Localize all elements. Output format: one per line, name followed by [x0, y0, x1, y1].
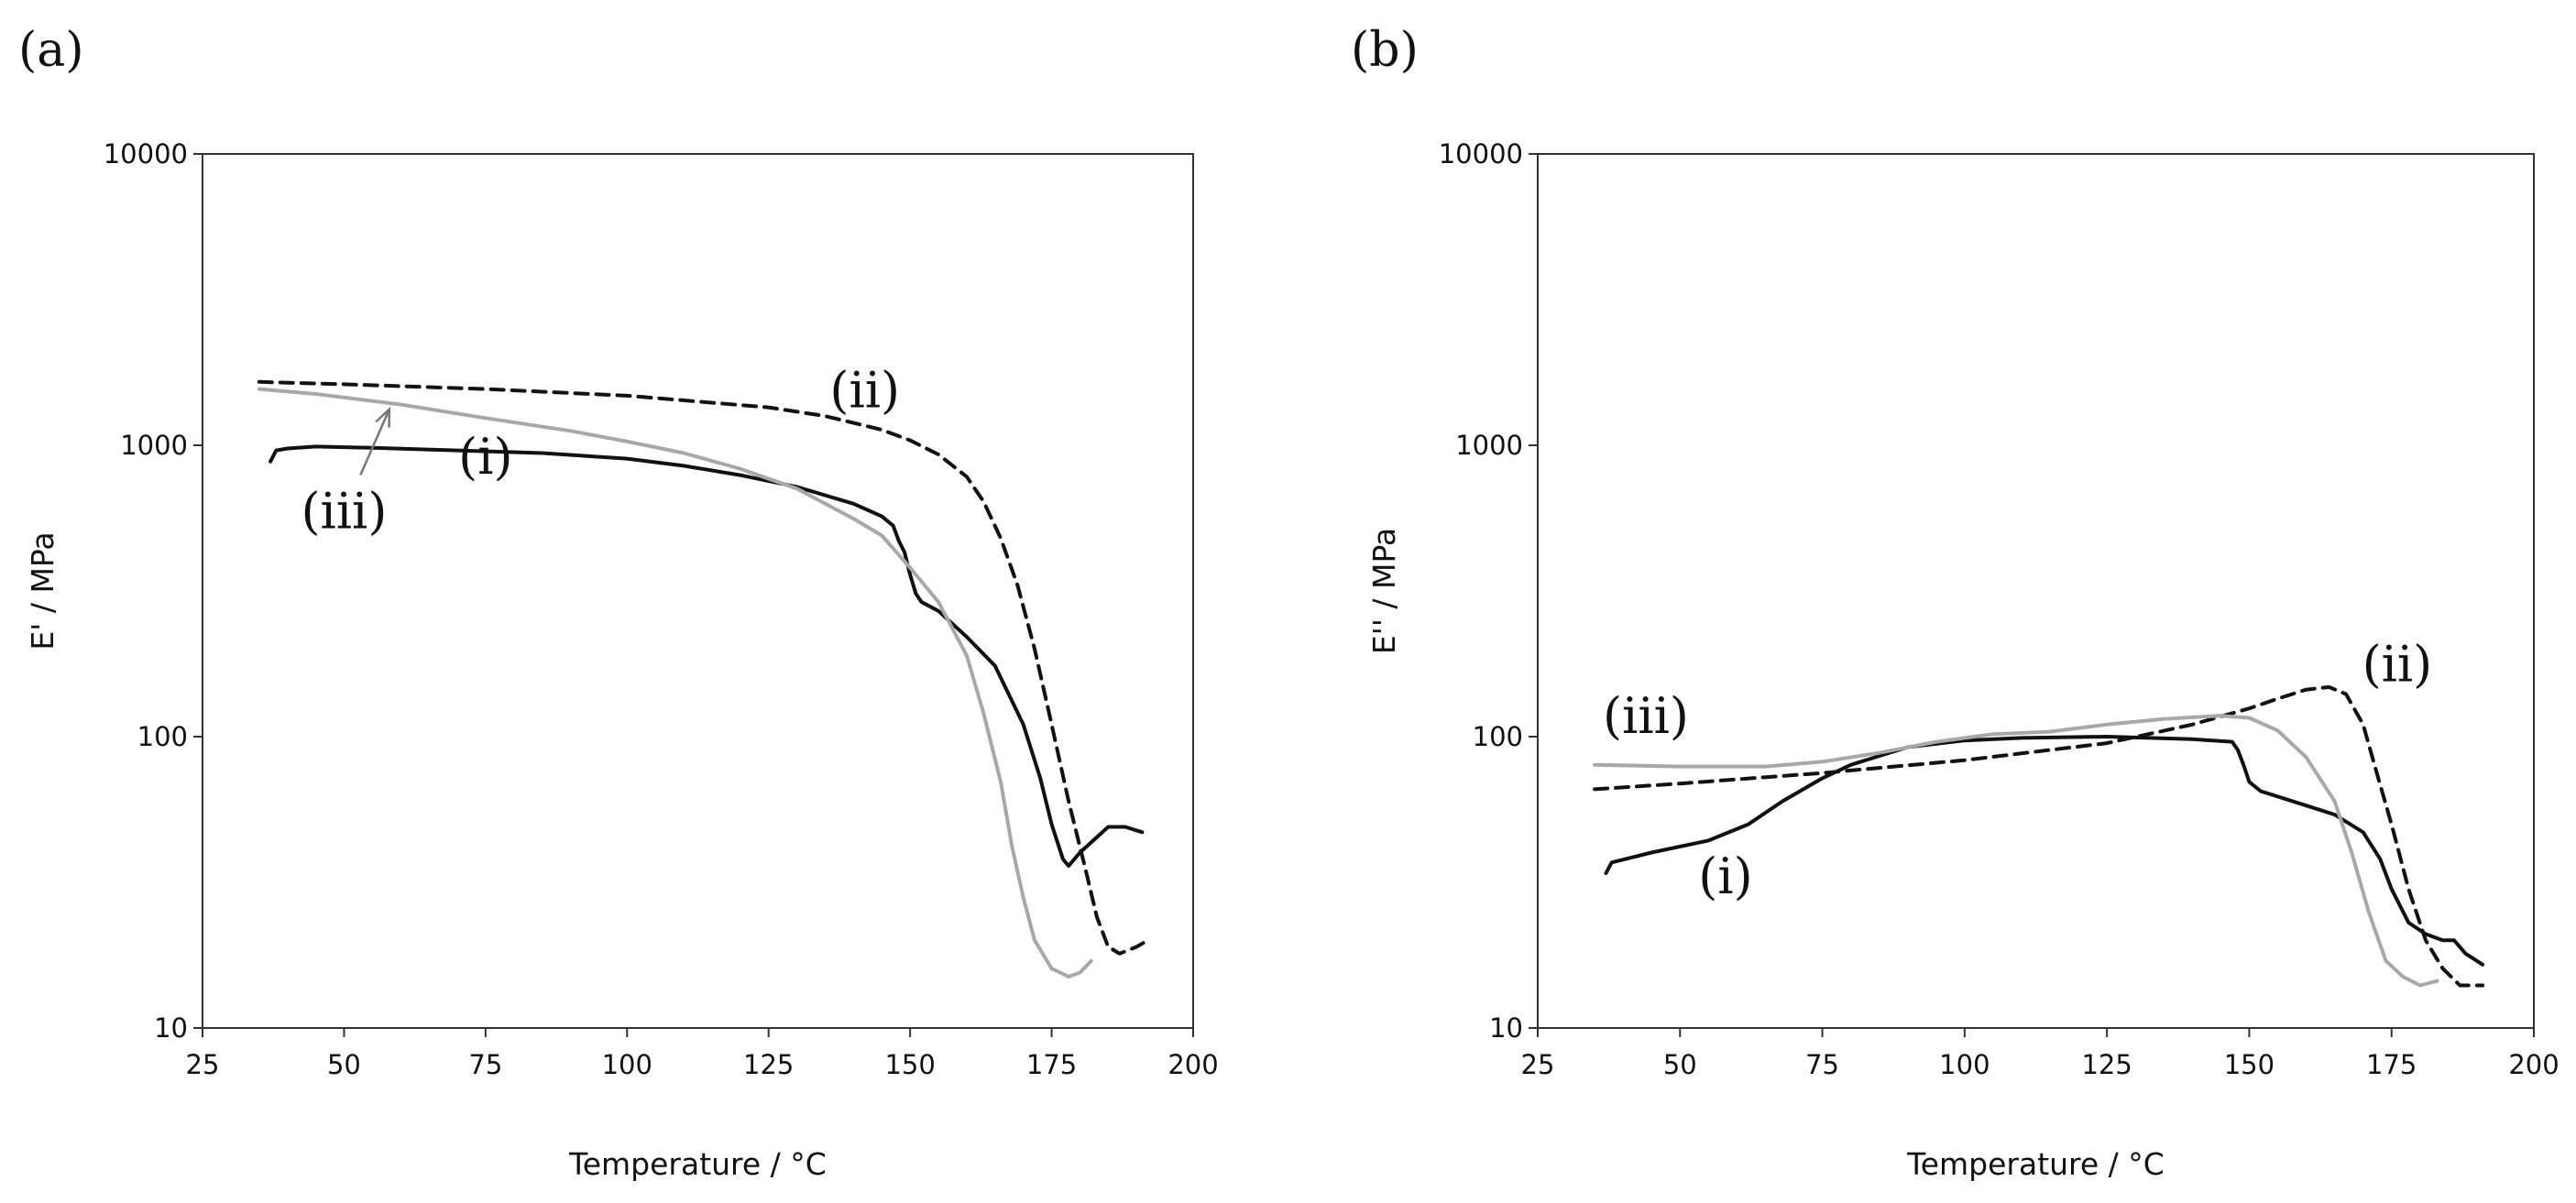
x-tick-label: 175 — [1026, 1049, 1077, 1080]
x-tick-label: 100 — [602, 1049, 652, 1080]
series-annotation: (ii) — [829, 362, 900, 420]
y-tick-label: 10 — [154, 1012, 188, 1044]
series-line-2 — [1593, 684, 2485, 988]
series-line-1 — [269, 444, 1145, 869]
series-line-1 — [1604, 735, 2485, 967]
y-axis-title: E' / MPa — [25, 531, 60, 650]
y-tick-label: 10000 — [104, 138, 188, 170]
y-tick-label: 10 — [1489, 1012, 1523, 1044]
y-tick-label: 1000 — [1455, 430, 1523, 461]
x-axis-title: Temperature / °C — [1906, 1146, 2165, 1182]
y-axis-title: E'' / MPa — [1366, 528, 1402, 654]
series-line-3 — [1593, 714, 2439, 988]
x-tick-label: 75 — [1805, 1049, 1839, 1080]
x-tick-label: 125 — [743, 1049, 794, 1080]
series-annotation: (ii) — [2362, 635, 2433, 693]
y-tick-label: 100 — [1473, 721, 1523, 752]
plot-area-frame — [202, 153, 1194, 1029]
y-tick-label: 100 — [137, 721, 188, 752]
series-line-3 — [257, 387, 1093, 979]
x-tick-label: 175 — [2366, 1049, 2417, 1080]
panel-b: (b) 25 50 75 100 125 150 175 200 10 100 1000 10000 Te… — [1351, 23, 2560, 1182]
plot-area-frame — [1537, 153, 2535, 1029]
panel-label: (b) — [1351, 23, 1419, 78]
x-axis-title: Temperature / °C — [568, 1146, 827, 1182]
y-tick-label: 1000 — [120, 430, 188, 461]
series-annotation: (i) — [1698, 848, 1752, 905]
series-annotation: (i) — [458, 428, 512, 486]
x-tick-label: 125 — [2081, 1049, 2132, 1080]
x-tick-label: 50 — [327, 1049, 361, 1080]
x-tick-label: 25 — [1521, 1049, 1555, 1080]
y-tick-label: 10000 — [1439, 138, 1523, 170]
panel-label: (a) — [18, 23, 84, 78]
panel-a: (a) 25 50 75 100 125 150 175 200 10 100 1000 10000 Te… — [18, 23, 1219, 1182]
x-tick-label: 75 — [468, 1049, 502, 1080]
x-tick-label: 150 — [2224, 1049, 2275, 1080]
annotation-arrow-head — [375, 406, 391, 428]
x-tick-label: 150 — [884, 1049, 935, 1080]
x-tick-label: 200 — [1167, 1049, 1218, 1080]
x-tick-label: 100 — [1939, 1049, 1990, 1080]
annotation-arrow-line — [359, 409, 390, 476]
series-line-2 — [257, 379, 1150, 956]
series-annotation: (iii) — [301, 482, 387, 540]
x-tick-label: 25 — [186, 1049, 220, 1080]
series-annotation: (iii) — [1603, 687, 1689, 745]
x-tick-label: 50 — [1663, 1049, 1697, 1080]
x-tick-label: 200 — [2508, 1049, 2559, 1080]
